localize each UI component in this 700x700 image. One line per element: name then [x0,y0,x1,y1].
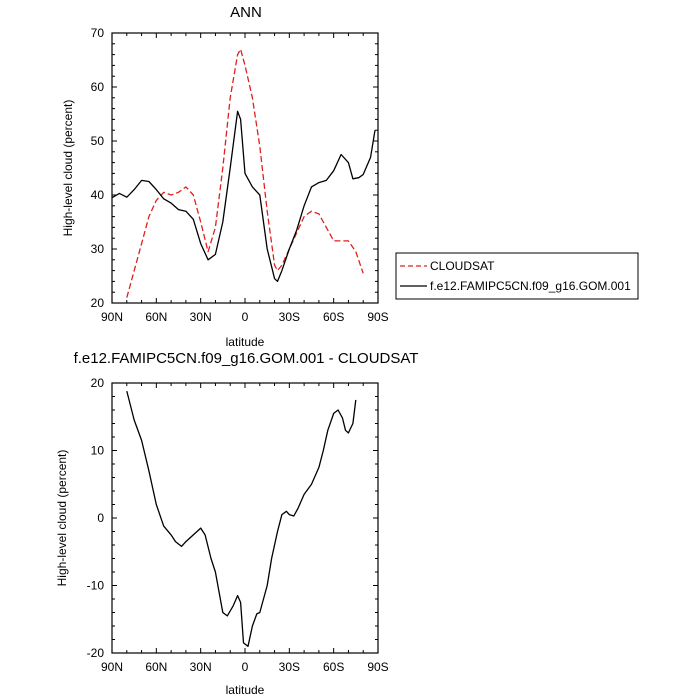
x-tick-label: 90S [367,660,388,674]
y-tick-label: 30 [91,242,105,256]
x-tick-label: 30S [279,660,300,674]
x-tick-label: 90N [101,660,123,674]
y-tick-label: -20 [87,646,105,660]
legend-label-cloudsat: CLOUDSAT [430,259,495,273]
x-tick-label: 0 [242,310,249,324]
top-chart-ylabel: High-level cloud (percent) [61,100,75,237]
model-series-line [111,110,376,283]
x-tick-label: 30S [279,310,300,324]
y-tick-label: 50 [91,134,105,148]
y-tick-label: 20 [91,376,105,390]
top-chart: ANN 90N 60N 30N 0 30S 60S 90S 20 30 40 50 60 70 lat… [61,4,389,349]
y-tick-label: 40 [91,188,105,202]
cloudsat-series-line [126,48,364,298]
bottom-chart-ylabel: High-level cloud (percent) [55,450,69,587]
x-tick-label: 60N [145,660,167,674]
y-tick-label: 10 [91,444,105,458]
top-chart-title: ANN [230,4,262,21]
top-chart-xlabel: latitude [226,335,265,349]
bottom-chart-title: f.e12.FAMIPC5CN.f09_g16.GOM.001 - CLOUDS… [74,350,419,367]
x-tick-label: 90S [367,310,388,324]
x-tick-label: 0 [242,660,249,674]
legend: CLOUDSAT f.e12.FAMIPC5CN.f09_g16.GOM.001 [395,252,639,300]
y-tick-label: -10 [87,579,105,593]
x-tick-label: 30N [190,660,212,674]
y-tick-label: 0 [97,511,104,525]
y-tick-label: 70 [91,26,105,40]
bottom-chart: f.e12.FAMIPC5CN.f09_g16.GOM.001 - CLOUDS… [55,350,418,697]
x-tick-label: 60S [323,660,344,674]
legend-label-model: f.e12.FAMIPC5CN.f09_g16.GOM.001 [430,279,631,293]
difference-series-line [126,390,357,647]
y-tick-label: 60 [91,80,105,94]
x-tick-label: 60S [323,310,344,324]
bottom-chart-frame [111,382,379,654]
x-tick-label: 90N [101,310,123,324]
x-tick-label: 30N [190,310,212,324]
legend-box [395,252,639,300]
y-tick-label: 20 [91,296,105,310]
bottom-chart-xlabel: latitude [226,683,265,697]
x-tick-label: 60N [145,310,167,324]
